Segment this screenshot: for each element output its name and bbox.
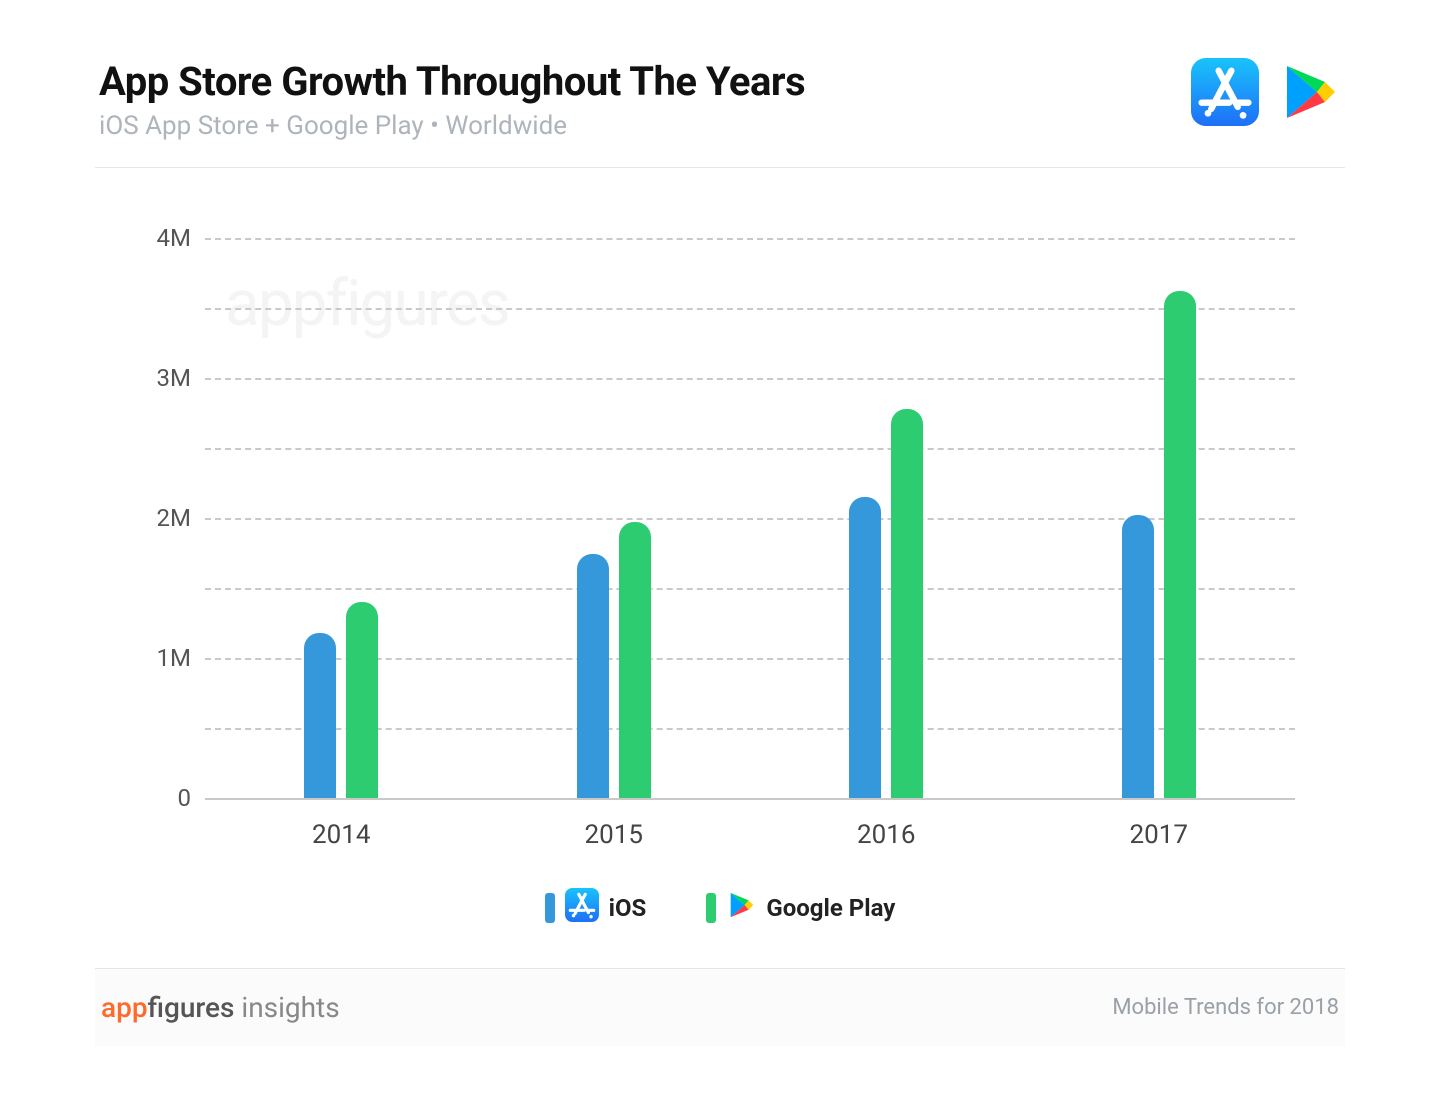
brand-figures: figures (148, 991, 235, 1024)
chart-title: App Store Growth Throughout The Years (99, 58, 805, 105)
y-axis: 01M2M3M4M (135, 238, 205, 798)
header: App Store Growth Throughout The Years iO… (95, 40, 1345, 168)
chart-card: App Store Growth Throughout The Years iO… (95, 40, 1345, 1046)
gridline (205, 238, 1295, 240)
header-icons (1191, 58, 1341, 130)
bar-ios (304, 633, 336, 798)
legend-item: Google Play (706, 890, 895, 926)
x-axis-label: 2014 (312, 820, 370, 850)
gridline (205, 448, 1295, 450)
legend-label: iOS (609, 894, 647, 922)
appstore-icon (565, 888, 599, 928)
bar-google-play (1164, 291, 1196, 798)
gridline (205, 308, 1295, 310)
legend-item: iOS (545, 888, 647, 928)
bar-ios (849, 497, 881, 798)
bar-google-play (891, 409, 923, 798)
brand-text: appfigures insights (101, 991, 340, 1024)
brand-rest: insights (234, 991, 339, 1024)
google-play-icon (1277, 60, 1341, 128)
chart-area: appfigures 01M2M3M4M 2014201520162017 (135, 238, 1305, 858)
x-axis-label: 2017 (1130, 820, 1188, 850)
y-axis-label: 4M (157, 224, 191, 252)
legend: iOS Google Play (95, 888, 1345, 968)
y-axis-label: 3M (157, 364, 191, 392)
legend-label: Google Play (766, 894, 895, 922)
y-axis-label: 0 (178, 784, 192, 812)
x-axis-label: 2016 (857, 820, 915, 850)
chart-subtitle: iOS App Store + Google Play • Worldwide (99, 111, 805, 141)
title-block: App Store Growth Throughout The Years iO… (99, 58, 805, 141)
plot-area (205, 238, 1295, 798)
y-axis-label: 2M (157, 504, 191, 532)
legend-swatch (706, 893, 716, 923)
bar-google-play (619, 522, 651, 798)
brand-app: app (101, 991, 148, 1024)
gridline (205, 378, 1295, 380)
legend-swatch (545, 893, 555, 923)
bar-google-play (346, 602, 378, 798)
bar-ios (1122, 515, 1154, 798)
footer: appfigures insights Mobile Trends for 20… (95, 968, 1345, 1046)
gridline (205, 798, 1295, 800)
footer-right: Mobile Trends for 2018 (1112, 995, 1339, 1020)
bar-ios (577, 554, 609, 798)
x-axis: 2014 2015 2016 2017 (205, 808, 1295, 858)
appstore-icon (1191, 58, 1259, 130)
y-axis-label: 1M (157, 644, 191, 672)
x-axis-label: 2015 (585, 820, 643, 850)
google-play-icon (726, 890, 756, 926)
